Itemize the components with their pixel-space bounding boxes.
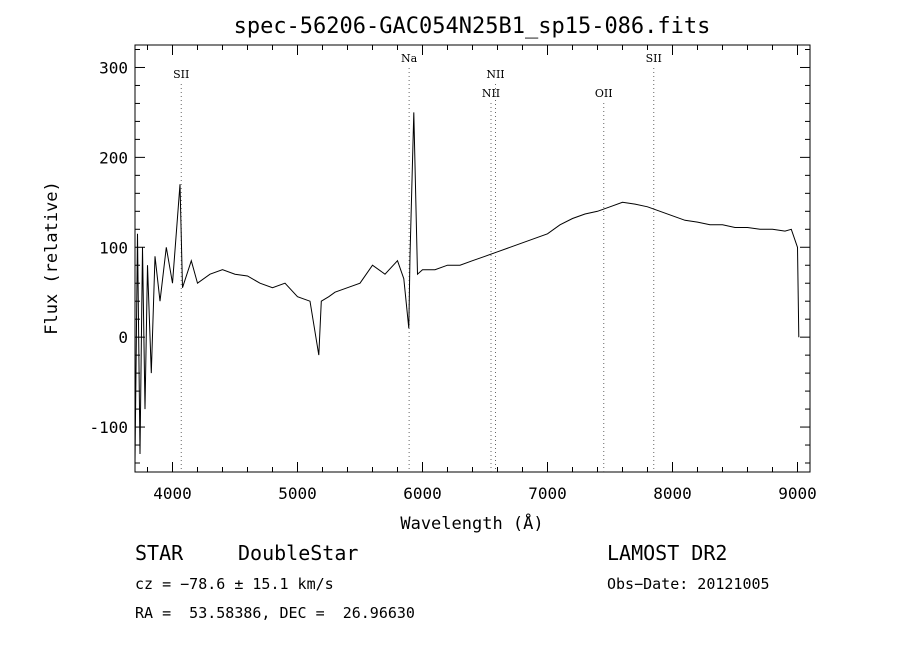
line-marker-label: NII <box>482 87 500 100</box>
y-tick-label: 0 <box>118 328 128 347</box>
emission-line-markers: SII Na NII NII OII SII <box>173 52 662 472</box>
plot-frame <box>134 44 811 473</box>
chart-title: spec-56206-GAC054N25B1_sp15-086.fits <box>234 14 711 39</box>
coordinates: RA = 53.58386, DEC = 26.96630 <box>135 604 415 622</box>
y-axis-label: Flux (relative) <box>42 181 62 335</box>
x-tick-label: 9000 <box>778 484 817 503</box>
x-tick-label: 5000 <box>278 484 317 503</box>
object-type: STAR <box>135 541 184 565</box>
x-tick-label: 6000 <box>403 484 442 503</box>
x-tick-label: 4000 <box>153 484 192 503</box>
redshift-cz: cz = −78.6 ± 15.1 km/s <box>135 575 334 593</box>
y-tick-label: -100 <box>89 418 128 437</box>
survey-name: LAMOST DR2 <box>607 541 728 565</box>
x-tick-label: 8000 <box>653 484 692 503</box>
y-tick-label: 100 <box>99 238 128 257</box>
plot-frame-group <box>134 44 811 473</box>
spectrum-line <box>134 112 800 464</box>
y-tick-label: 300 <box>99 58 128 77</box>
y-tick-label: 200 <box>99 148 128 167</box>
y-tick-labels: -100 0 100 200 300 <box>89 58 128 437</box>
x-tick-label: 7000 <box>528 484 567 503</box>
line-marker-label: SII <box>646 52 662 65</box>
line-marker-label: OII <box>595 87 613 100</box>
object-subclass: DoubleStar <box>238 541 359 565</box>
line-marker-label: NII <box>486 68 504 81</box>
axis-ticks <box>135 45 810 472</box>
line-marker-label: Na <box>401 52 418 65</box>
line-marker-label: SII <box>173 68 189 81</box>
x-axis-label: Wavelength (Å) <box>400 512 543 534</box>
x-tick-labels: 4000 5000 6000 7000 8000 9000 <box>153 484 817 503</box>
observation-date: Obs−Date: 20121005 <box>607 575 770 593</box>
